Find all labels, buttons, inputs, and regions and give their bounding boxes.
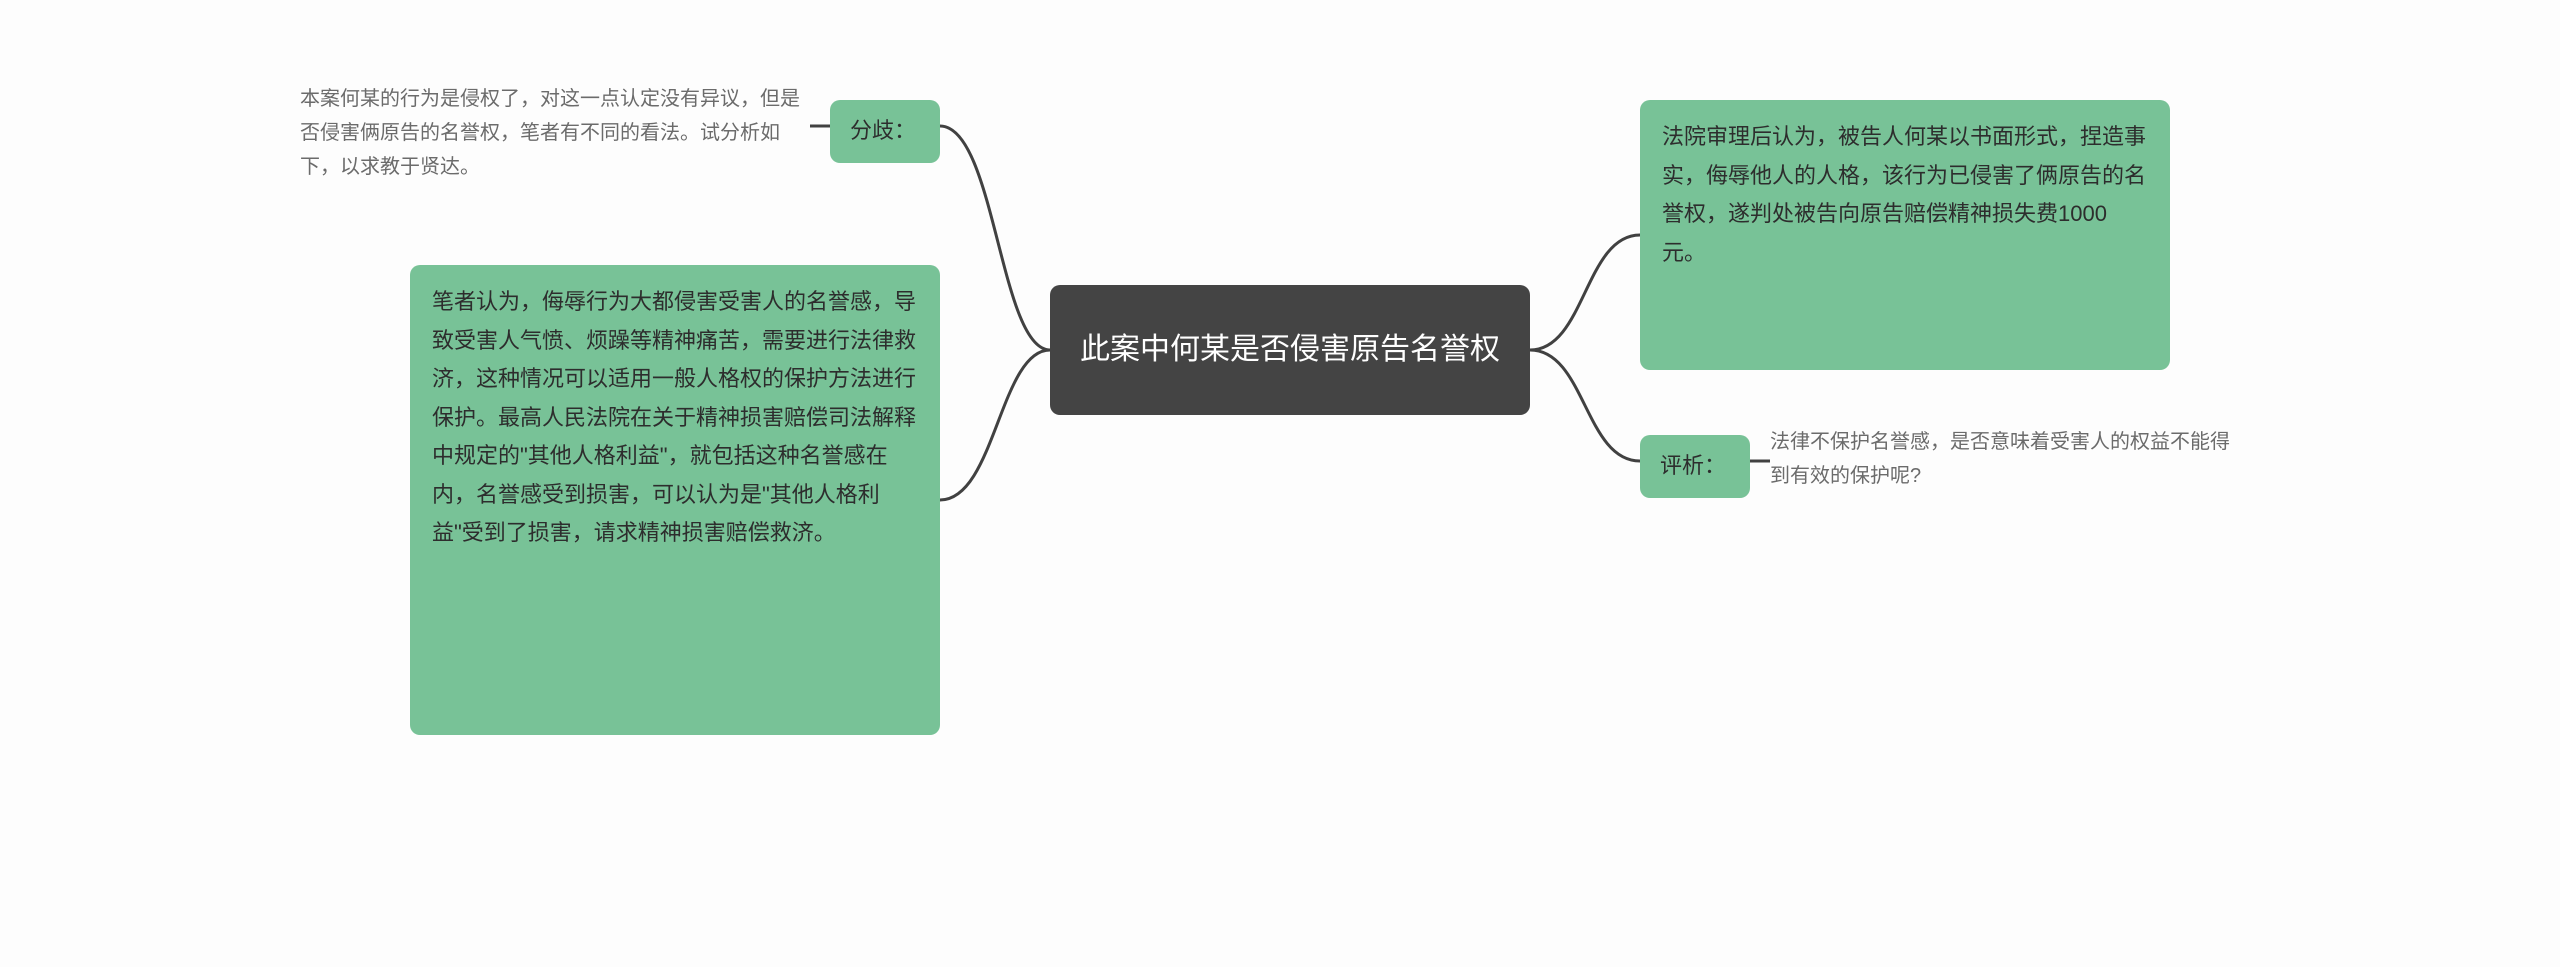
left-node-1-label: 分歧： (830, 100, 940, 163)
central-node: 此案中何某是否侵害原告名誉权 (1050, 285, 1530, 415)
right-node-1: 法院审理后认为，被告人何某以书面形式，捏造事实，侮辱他人的人格，该行为已侵害了俩… (1640, 100, 2170, 370)
left-node-2-text: 笔者认为，侮辱行为大都侵害受害人的名誉感，导致受害人气愤、烦躁等精神痛苦，需要进… (432, 289, 916, 545)
connector-path (1530, 235, 1640, 350)
right-node-2-label-text: 评析： (1660, 453, 1726, 478)
left-node-2: 笔者认为，侮辱行为大都侵害受害人的名誉感，导致受害人气愤、烦躁等精神痛苦，需要进… (410, 265, 940, 735)
central-node-text: 此案中何某是否侵害原告名誉权 (1080, 324, 1500, 377)
left-node-1-detail: 本案何某的行为是侵权了，对这一点认定没有异议，但是否侵害俩原告的名誉权，笔者有不… (300, 82, 810, 184)
right-node-2-detail-text: 法律不保护名誉感，是否意味着受害人的权益不能得到有效的保护呢? (1770, 431, 2230, 487)
right-node-2-label: 评析： (1640, 435, 1750, 498)
connector-path (1530, 350, 1640, 461)
connector-path (940, 350, 1050, 500)
right-node-1-text: 法院审理后认为，被告人何某以书面形式，捏造事实，侮辱他人的人格，该行为已侵害了俩… (1662, 124, 2146, 265)
connector-path (940, 126, 1050, 350)
left-node-1-detail-text: 本案何某的行为是侵权了，对这一点认定没有异议，但是否侵害俩原告的名誉权，笔者有不… (300, 88, 800, 178)
left-node-1-label-text: 分歧： (850, 118, 916, 143)
right-node-2-detail: 法律不保护名誉感，是否意味着受害人的权益不能得到有效的保护呢? (1770, 425, 2240, 495)
